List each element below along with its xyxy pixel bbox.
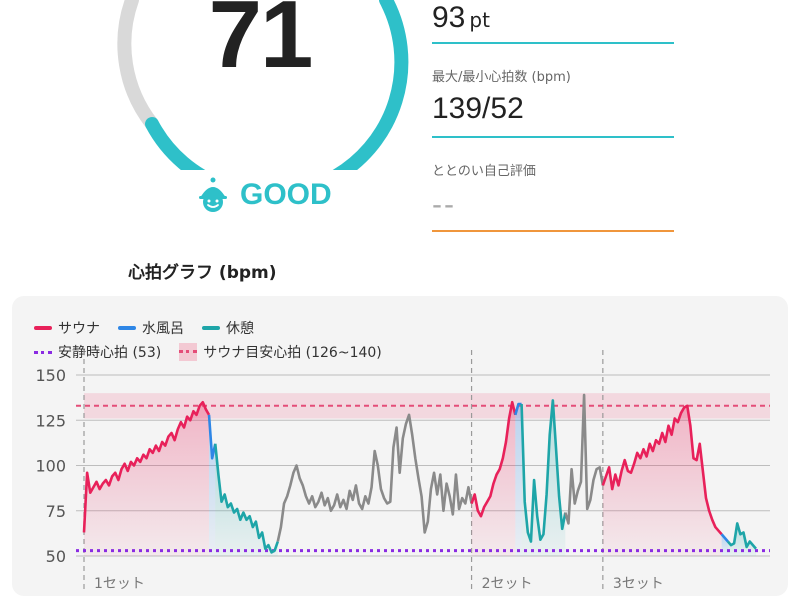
set-label-1: 1セット (94, 576, 145, 592)
legend-water: 水風呂 (118, 318, 184, 338)
line-rest-10 (726, 522, 757, 550)
legend-sauna-label: サウナ (58, 321, 100, 337)
area-rest-2 (215, 443, 278, 556)
line-other-7 (564, 393, 605, 525)
legend-resting-hr: 安静時心拍 (53) (34, 342, 161, 362)
legend-sauna: サウナ (34, 318, 100, 338)
score-gauge (117, 0, 409, 170)
set-label-2: 2セット (482, 576, 533, 592)
area-sauna-0 (84, 402, 210, 556)
area-rest-10 (727, 523, 756, 556)
line-other-3 (276, 413, 473, 542)
self-evaluation-label: ととのい自己評価 (432, 164, 536, 179)
heart-rate-label: 最大/最小心拍数 (bpm) (432, 70, 571, 85)
legend-sauna-swatch (34, 326, 52, 330)
heart-rate-chart-card: サウナ 水風呂 休憩 安静時心拍 (53) サウナ目安心拍 (126~140) … (12, 296, 788, 596)
self-evaluation-underline (432, 230, 674, 232)
legend-target-hr-swatch (179, 343, 198, 361)
legend-water-label: 水風呂 (142, 321, 184, 337)
legend-rest-label: 休憩 (226, 321, 254, 337)
score-value: 71 (208, 0, 314, 88)
legend-target-hr-label: サウナ目安心拍 (126~140) (203, 345, 382, 361)
set-label-3: 3セット (613, 576, 664, 592)
y-tick-label-50: 50 (46, 547, 66, 566)
y-tick-label-125: 125 (35, 411, 66, 430)
self-evaluation-value: -- (432, 188, 456, 221)
legend-water-swatch (118, 326, 136, 330)
heart-rate-value: 139/52 (432, 92, 524, 125)
legend-rest-swatch (202, 326, 220, 330)
line-rest-2 (213, 443, 280, 554)
line-sauna-8 (601, 404, 723, 536)
heart-rate-underline (432, 136, 674, 138)
score-gauge-fill (145, 0, 409, 170)
legend-row-phases: サウナ 水風呂 休憩 (34, 318, 272, 338)
area-sauna-4 (471, 402, 516, 556)
line-water-5 (514, 402, 522, 416)
y-tick-label-150: 150 (35, 366, 66, 385)
smiley-cap-icon (199, 177, 227, 212)
legend-rest: 休憩 (202, 318, 254, 338)
area-water-5 (515, 404, 522, 556)
score-rating-label: GOOD (240, 178, 332, 211)
points-value: 93 (432, 1, 466, 34)
points-unit: pt (469, 8, 490, 32)
legend-target-hr: サウナ目安心拍 (126~140) (179, 342, 382, 362)
heart-rate-graph-title: 心拍グラフ (bpm) (128, 263, 277, 283)
heart-rate-chart: 50 75 100 125 150 1セット 2セット 3セット (35, 350, 770, 592)
score-gauge-track (117, 0, 159, 131)
line-rest-6 (520, 399, 567, 543)
legend-row-reference: 安静時心拍 (53) サウナ目安心拍 (126~140) (34, 342, 400, 362)
line-sauna-0 (82, 400, 211, 533)
y-tick-label-100: 100 (35, 457, 66, 476)
legend-resting-hr-swatch (34, 350, 52, 354)
score-rating: GOOD (194, 174, 332, 216)
y-tick-label-75: 75 (46, 502, 66, 521)
points-underline (432, 42, 674, 44)
line-water-1 (207, 414, 217, 460)
legend-resting-hr-label: 安静時心拍 (53) (58, 345, 162, 361)
line-sauna-4 (470, 400, 517, 518)
line-water-9 (720, 533, 729, 543)
